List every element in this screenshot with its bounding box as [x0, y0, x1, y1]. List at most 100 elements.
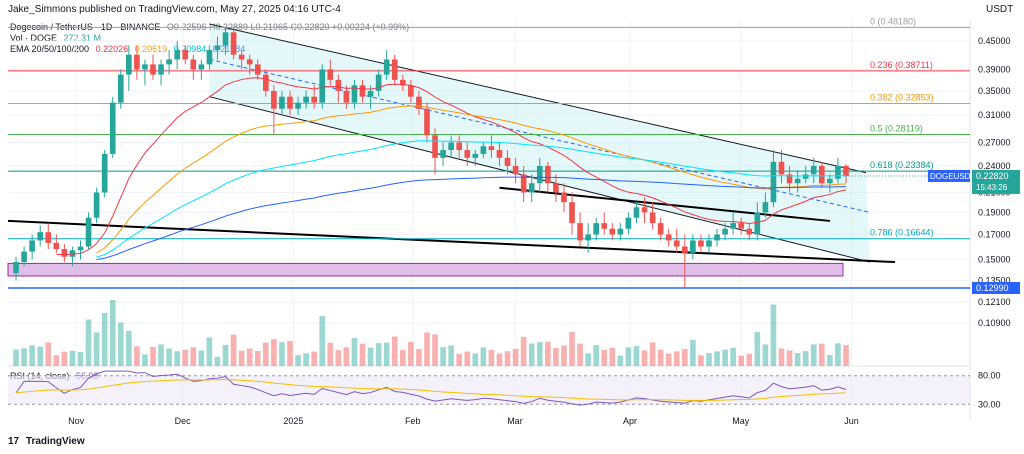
- candle-body: [166, 59, 172, 65]
- volume-bar: [456, 353, 463, 366]
- candle-body: [367, 90, 374, 97]
- volume-bar: [190, 347, 197, 366]
- candle-body: [641, 207, 648, 213]
- candle-body: [440, 150, 446, 158]
- candle-body: [472, 153, 479, 158]
- price-tick-label: 0.45000: [978, 36, 1011, 46]
- descending-channel-fill: [209, 24, 871, 263]
- candle-body: [730, 223, 736, 229]
- rsi-tick-label: 80.00: [978, 371, 1001, 381]
- volume-bar: [359, 343, 366, 366]
- volume-bar: [109, 300, 116, 366]
- price-tick-label: 0.13500: [978, 275, 1011, 285]
- candle-body: [287, 96, 293, 109]
- candle-body: [835, 165, 841, 179]
- rsi-label[interactable]: RSI (14, close): [10, 371, 70, 381]
- volume-bar: [706, 353, 712, 366]
- candle-body: [69, 250, 76, 257]
- candle-body: [150, 64, 156, 75]
- volume-bar: [343, 347, 350, 366]
- candle-body: [810, 165, 817, 175]
- volume-bar: [77, 351, 84, 366]
- volume-bar: [794, 353, 801, 366]
- volume-bar: [327, 342, 334, 366]
- volume-bar: [464, 351, 471, 366]
- candle-body: [536, 165, 543, 184]
- candle-body: [520, 174, 527, 193]
- candle-body: [657, 223, 664, 235]
- candle-body: [432, 135, 438, 158]
- candle-body: [142, 64, 148, 70]
- candle-body: [818, 165, 825, 184]
- candle-body: [786, 174, 793, 184]
- candle-body: [746, 228, 753, 235]
- current-price-tag-bg: [972, 169, 1020, 194]
- price-tag-bg: [972, 281, 1020, 294]
- volume-bar: [375, 343, 382, 366]
- author-line: Jake_Simmons published on TradingView.co…: [8, 4, 341, 15]
- price-tick-label: 0.12100: [978, 297, 1011, 307]
- candle-body: [399, 79, 406, 86]
- candle-body: [488, 146, 495, 151]
- time-tick-label: Feb: [405, 416, 421, 426]
- candle-body: [13, 262, 19, 274]
- volume-value: 272.31 M: [63, 33, 102, 43]
- volume-label[interactable]: Vol · DOGE: [10, 33, 58, 43]
- volume-bar: [609, 347, 616, 366]
- candle-body: [416, 96, 422, 109]
- candle-body: [311, 96, 317, 103]
- candle-body: [456, 142, 463, 151]
- volume-bar: [690, 339, 696, 366]
- support-zone: [7, 262, 844, 277]
- candle-body: [585, 234, 591, 241]
- volume-bar: [101, 312, 108, 366]
- volume-bar: [778, 348, 785, 366]
- candle-body: [375, 74, 382, 91]
- volume-bar: [601, 349, 608, 366]
- volume-bar: [222, 345, 229, 366]
- volume-bar: [126, 330, 132, 366]
- candle-body: [512, 165, 519, 175]
- volume-bar: [174, 351, 181, 366]
- volume-bar: [754, 332, 761, 366]
- volume-bar: [69, 350, 76, 366]
- volume-bar: [673, 351, 680, 366]
- price-tick-label: 0.27000: [978, 138, 1011, 148]
- header-bar: Jake_Simmons published on TradingView.co…: [0, 0, 1024, 18]
- volume-bar: [722, 349, 728, 366]
- volume-bar: [158, 344, 164, 366]
- ema20-line: [56, 77, 847, 256]
- time-tick-label: Apr: [623, 416, 637, 426]
- rsi-value: 56.98: [76, 371, 99, 381]
- volume-bar: [528, 343, 535, 366]
- candle-body: [464, 150, 471, 158]
- volume-bar: [730, 347, 736, 366]
- volume-bar: [29, 345, 35, 366]
- volume-bar: [665, 353, 672, 366]
- fib-level-label: 0.382 (0.32853): [870, 93, 934, 103]
- symbol-title[interactable]: Dogecoin / TetherUS · 1D · BINANCE: [10, 22, 161, 32]
- symbol-tag: DOGEUSDT: [930, 172, 975, 181]
- countdown-label: 15:43:26: [976, 183, 1008, 192]
- ema-label[interactable]: EMA 20/50/100/200: [10, 44, 90, 54]
- wedge-trendline: [499, 186, 831, 222]
- candle-body: [45, 232, 52, 243]
- volume-bar: [45, 342, 52, 366]
- candle-body: [802, 174, 809, 179]
- volume-bar: [561, 345, 567, 366]
- volume-bar: [448, 345, 454, 366]
- volume-bar: [512, 348, 519, 366]
- price-tick-label: 0.15000: [978, 254, 1011, 264]
- candle-body: [843, 165, 849, 177]
- candle-body: [770, 161, 777, 203]
- fib-level-label: 0.12990: [976, 283, 1009, 293]
- rsi-tick-label: 30.00: [978, 399, 1001, 409]
- volume-bar: [93, 332, 100, 366]
- candle-body: [496, 150, 503, 158]
- candle-body: [754, 212, 761, 235]
- volume-bar: [61, 351, 68, 366]
- volume-bar: [843, 345, 849, 366]
- candle-body: [665, 234, 672, 241]
- volume-legend: Vol · DOGE 272.31 M: [10, 33, 105, 43]
